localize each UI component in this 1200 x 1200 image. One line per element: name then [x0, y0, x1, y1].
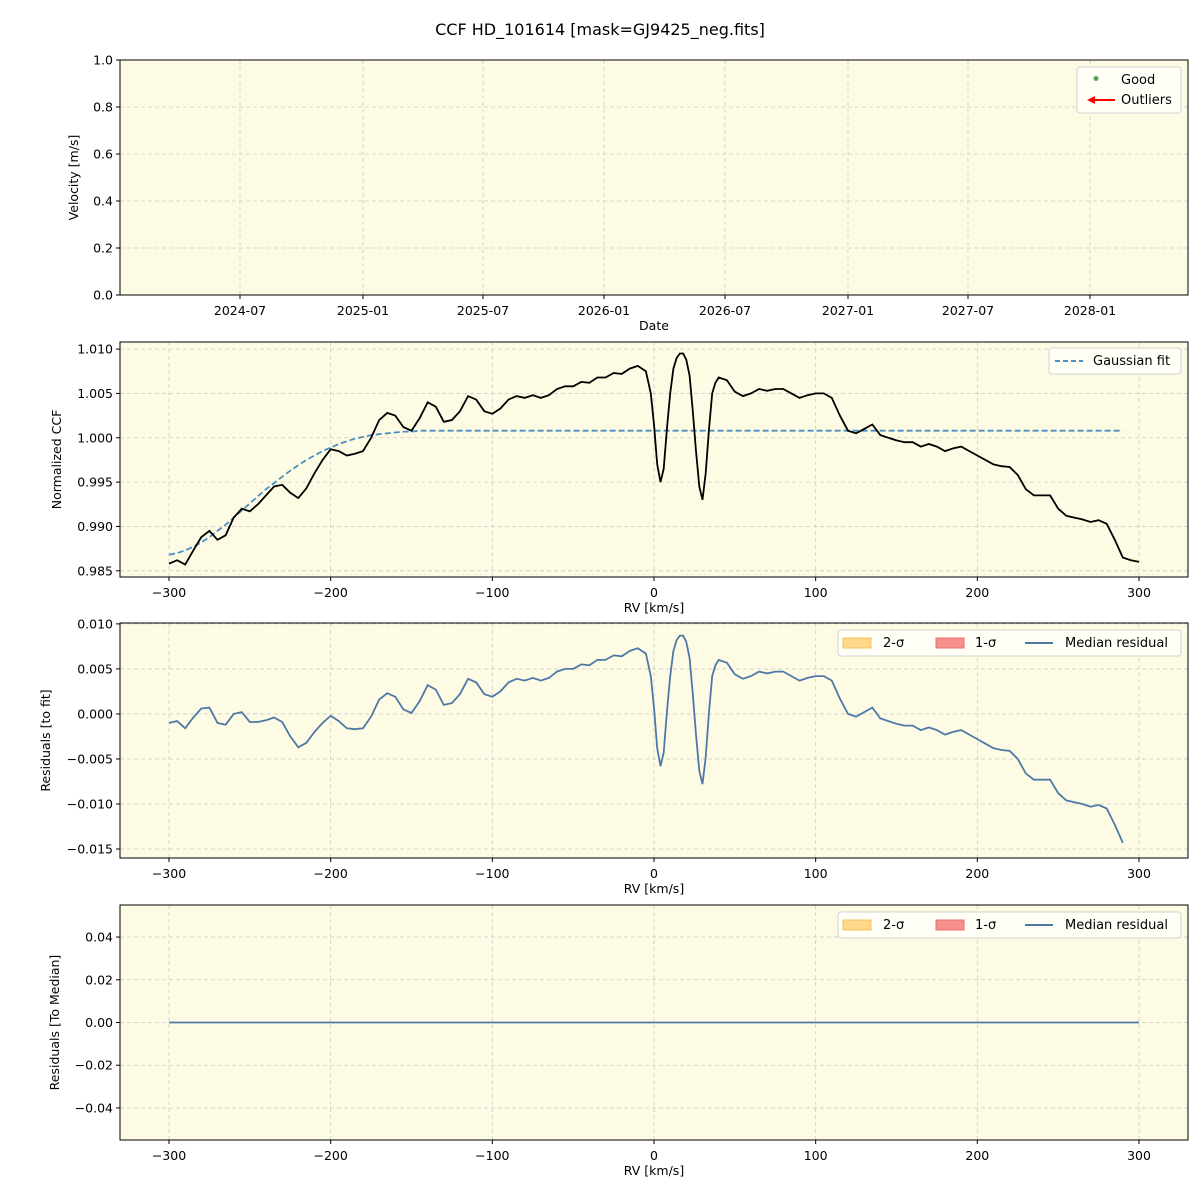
y-tick-label: 0.00 [85, 1015, 113, 1030]
y-axis-label: Residuals [to fit] [38, 689, 53, 791]
y-tick-label: −0.04 [75, 1100, 113, 1115]
x-tick-label: 0 [650, 585, 658, 600]
y-tick-label: 0.005 [77, 661, 113, 676]
x-tick-label: 2026-07 [699, 303, 751, 318]
x-tick-label: −200 [313, 866, 347, 881]
x-tick-label: 2025-07 [457, 303, 509, 318]
gaussian-fit-line [168, 429, 1123, 556]
y-tick-label: 0.04 [85, 930, 113, 945]
plot-area-2 [120, 342, 1188, 577]
x-axis-label: Date [639, 318, 669, 333]
x-tick-label: 100 [804, 585, 828, 600]
x-tick-label: −200 [313, 1148, 347, 1163]
y-tick-label: 0.2 [93, 241, 113, 256]
y-tick-label: −0.005 [67, 751, 113, 766]
one-sigma-swatch-icon [935, 637, 965, 649]
x-tick-label: −200 [313, 585, 347, 600]
legend-label-good: Good [1121, 73, 1155, 88]
x-tick-label: 0 [650, 1148, 658, 1163]
x-tick-label: −100 [475, 1148, 509, 1163]
legend-label-median-residual: Median residual [1065, 636, 1168, 651]
x-tick-label: 300 [1127, 585, 1151, 600]
two-sigma-swatch-icon [842, 637, 872, 649]
y-axis-label: Normalized CCF [49, 410, 64, 510]
legend-label-outliers: Outliers [1121, 93, 1172, 108]
legend-box [1076, 66, 1182, 114]
x-tick-label: −300 [152, 866, 186, 881]
y-tick-label: 0.4 [93, 194, 113, 209]
plot-area-1 [120, 60, 1188, 295]
y-tick-label: 0.990 [77, 519, 113, 534]
y-tick-label: 0.02 [85, 972, 113, 987]
legend: Gaussian fit [1048, 347, 1182, 375]
legend-label-1sigma: 1-σ [975, 918, 996, 933]
y-tick-label: 1.000 [77, 430, 113, 445]
y-tick-label: 0.010 [77, 616, 113, 631]
y-tick-label: 1.0 [93, 53, 113, 68]
y-tick-label: −0.010 [67, 796, 113, 811]
y-tick-label: 0.6 [93, 147, 113, 162]
legend-label-gaussian-fit: Gaussian fit [1093, 354, 1170, 369]
x-tick-label: 2028-01 [1064, 303, 1116, 318]
y-tick-label: 0.8 [93, 100, 113, 115]
x-axis-label: RV [km/s] [624, 881, 684, 896]
x-tick-label: 2027-01 [822, 303, 874, 318]
x-tick-label: −300 [152, 585, 186, 600]
y-tick-label: −0.02 [75, 1058, 113, 1073]
y-tick-label: 0.985 [77, 563, 113, 578]
legend-box [1048, 347, 1182, 375]
legend-label-2sigma: 2-σ [883, 918, 904, 933]
legend-box [837, 911, 1182, 939]
outlier-arrow-head-icon [1087, 96, 1095, 104]
x-tick-label: 200 [965, 585, 989, 600]
x-tick-label: 2027-07 [942, 303, 994, 318]
x-tick-label: −300 [152, 1148, 186, 1163]
x-tick-label: 300 [1127, 1148, 1151, 1163]
figure-title: CCF HD_101614 [mask=GJ9425_neg.fits] [435, 20, 765, 39]
y-tick-label: 0.995 [77, 475, 113, 490]
legend-label-median-residual: Median residual [1065, 918, 1168, 933]
legend: 2-σ 1-σ Median residual [837, 629, 1182, 657]
x-tick-label: 2024-07 [214, 303, 266, 318]
y-axis-label: Residuals [To Median] [47, 955, 62, 1091]
legend: Good Outliers [1076, 66, 1182, 114]
median-residual-line [168, 634, 1124, 844]
plot-area-3 [120, 623, 1188, 858]
x-tick-label: 200 [965, 866, 989, 881]
legend-label-2sigma: 2-σ [883, 636, 904, 651]
x-axis-label: RV [km/s] [624, 600, 684, 615]
x-tick-label: 2025-01 [337, 303, 389, 318]
legend-box [837, 629, 1182, 657]
x-tick-label: 100 [804, 1148, 828, 1163]
y-tick-label: 1.010 [77, 342, 113, 357]
x-tick-label: 0 [650, 866, 658, 881]
y-axis-label: Velocity [m/s] [66, 135, 81, 221]
axes-frame [119, 59, 1189, 296]
x-tick-label: 2026-01 [578, 303, 630, 318]
two-sigma-swatch-icon [842, 919, 872, 931]
x-tick-label: 200 [965, 1148, 989, 1163]
one-sigma-swatch-icon [935, 919, 965, 931]
y-tick-label: −0.015 [67, 841, 113, 856]
y-tick-label: 0.000 [77, 706, 113, 721]
legend: 2-σ 1-σ Median residual [837, 911, 1182, 939]
legend-label-1sigma: 1-σ [975, 636, 996, 651]
good-marker-icon [1093, 76, 1099, 81]
x-tick-label: −100 [475, 866, 509, 881]
ccf-line [168, 352, 1140, 566]
x-tick-label: −100 [475, 585, 509, 600]
y-tick-label: 0.0 [93, 288, 113, 303]
x-axis-label: RV [km/s] [624, 1163, 684, 1178]
x-tick-label: 300 [1127, 866, 1151, 881]
y-tick-label: 1.005 [77, 386, 113, 401]
x-tick-label: 100 [804, 866, 828, 881]
